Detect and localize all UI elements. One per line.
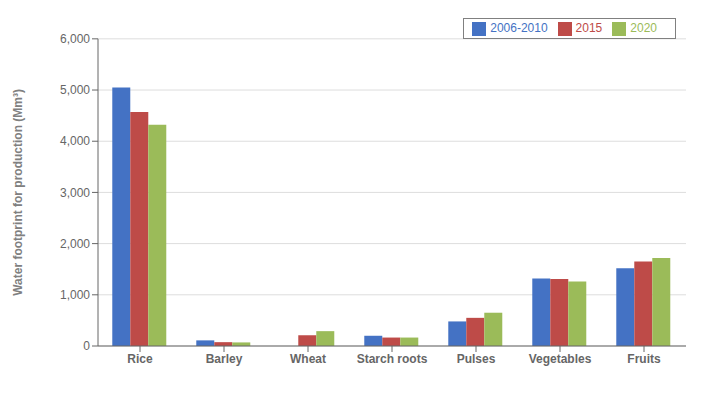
svg-text:Vegetables: Vegetables: [529, 352, 592, 366]
svg-text:Fruits: Fruits: [627, 352, 661, 366]
svg-text:Water footprint for production: Water footprint for production (Mm³): [11, 89, 25, 296]
svg-text:Barley: Barley: [206, 352, 243, 366]
html-text:2020: 2020: [630, 21, 657, 35]
svg-text:1,000: 1,000: [60, 288, 90, 302]
svg-text:4,000: 4,000: [60, 134, 90, 148]
svg-text:3,000: 3,000: [60, 186, 90, 200]
svg-text:Rice: Rice: [127, 352, 153, 366]
svg-text:5,000: 5,000: [60, 83, 90, 97]
svg-text:Starch roots: Starch roots: [357, 352, 428, 366]
svg-text:6,000: 6,000: [60, 32, 90, 46]
svg-text:Pulses: Pulses: [457, 352, 496, 366]
html-text:2015: 2015: [575, 21, 603, 35]
svg-text:0: 0: [83, 339, 90, 353]
svg-text:2,000: 2,000: [60, 237, 90, 251]
html-text:2006-2010: 2006-2010: [490, 21, 548, 35]
svg-text:Wheat: Wheat: [290, 352, 326, 366]
